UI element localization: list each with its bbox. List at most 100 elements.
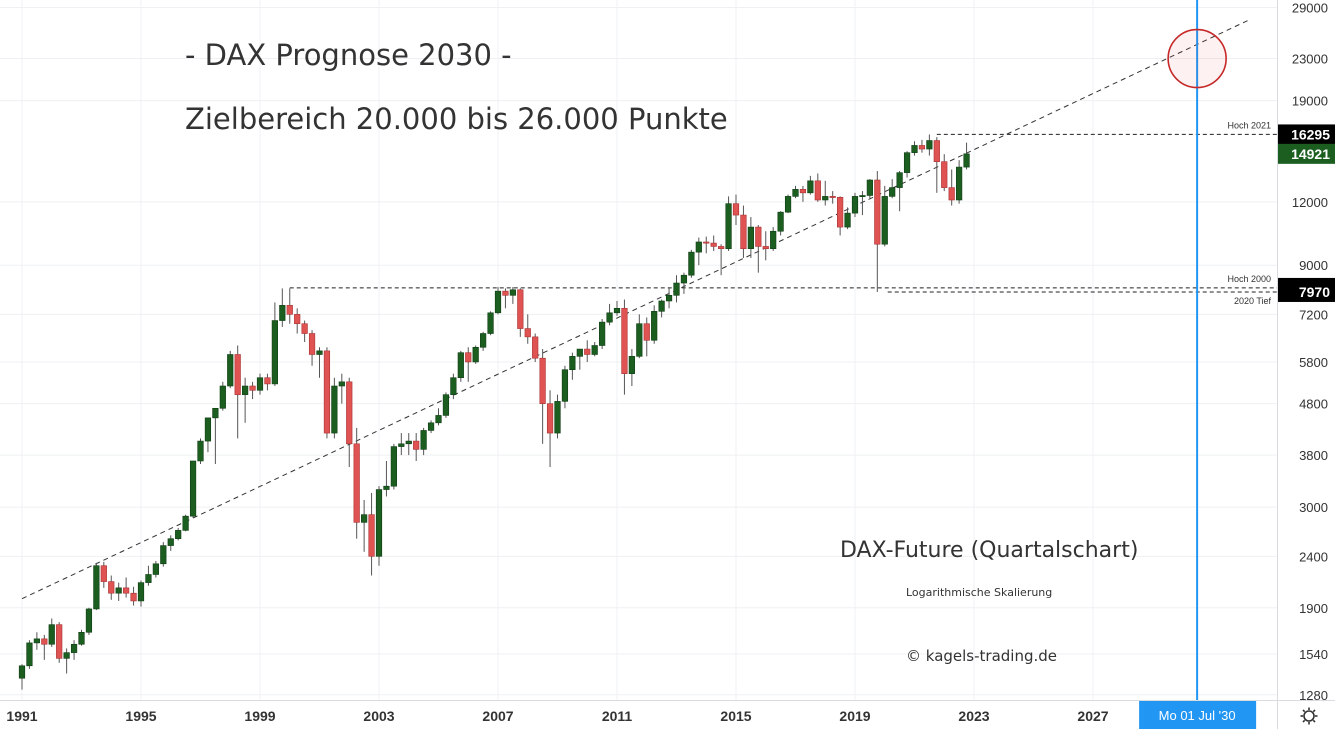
price-badge [1278,143,1335,164]
y-tick-label: 7200 [1299,307,1328,322]
candle-body [189,460,197,517]
candle-body [896,172,903,188]
crosshair-date-badge [1139,701,1257,729]
y-tick-label: 3000 [1299,500,1328,515]
candle-body [814,180,821,201]
level-note: 2020 Tief [1234,296,1272,306]
candle-body [539,357,546,404]
crosshair-date-label: Mo 01 Jul '30 [1159,708,1236,723]
candle-body [874,179,881,245]
candle-body [427,422,435,431]
candle-body [784,196,792,213]
candle-body [375,489,383,557]
candle-body [78,631,85,645]
candle-body [628,356,635,374]
candle-body [219,385,226,409]
candle-body [509,289,516,296]
x-tick-label: 2007 [482,708,513,724]
candle-body [63,652,70,659]
candle-body [740,214,747,249]
scale-note: Logarithmische Skalierung [906,586,1052,599]
candle-body [710,242,717,247]
candle-body [212,407,219,419]
settings-gear-icon[interactable] [1300,707,1318,725]
candle-body [137,582,145,602]
x-tick-label: 2003 [363,708,394,724]
x-tick-label: 2023 [958,708,989,724]
candle-body [294,314,301,325]
candle-body [368,514,375,557]
candle-body [933,140,940,162]
candle-body [256,377,264,391]
candle-body [524,328,531,338]
candle-body [956,166,963,201]
candle-body [948,187,955,201]
level-note: Hoch 2000 [1227,274,1271,284]
trendline-group [21,18,1251,600]
candle-body [130,592,137,602]
price-badge [1278,281,1335,302]
candle-body [286,305,293,315]
candle-body [167,538,174,546]
candle-body [502,290,509,296]
candle-body [799,189,807,194]
candle-body [517,289,524,329]
candle-body [718,246,725,249]
candle-body [561,369,569,402]
x-axis[interactable]: 1991 1995 1999 2003 2007 2011 2015 2019 2023 2027 [6,708,1108,724]
candle-body [271,320,278,385]
candle-body [152,563,159,575]
candle-body [613,308,621,314]
candle-body [279,305,286,321]
candle-body [93,565,100,610]
y-tick-label: 2400 [1299,549,1328,564]
candle-body [420,430,427,450]
chart-label: DAX-Future (Quartalschart) [840,538,1138,563]
candle-body [584,348,591,355]
candle-body [725,203,732,249]
candle-body [859,195,866,197]
candle-body [346,381,353,445]
candle-body [941,161,948,188]
candle-body [227,354,234,387]
candle-body [450,377,457,395]
candle-body [115,587,122,594]
candle-body [546,403,554,434]
candle-body [665,295,673,302]
candle-body [747,226,754,249]
candle-body [472,346,479,363]
candles [18,134,970,690]
candle-body [673,282,680,296]
candle-body [108,581,115,594]
y-tick-label: 3800 [1299,448,1328,463]
candle-body [851,196,859,214]
candle-body [242,385,249,395]
candle-body [353,443,360,523]
candle-body [643,323,650,341]
candle-body [480,333,487,348]
candle-body [41,638,48,645]
x-tick-label: 2019 [839,708,870,724]
candle-body [792,189,799,197]
candle-body [866,179,873,196]
y-axis[interactable]: 1280 1540 1900 2400 3000 3800 4800 5800 7200 9000… [1292,0,1328,702]
candle-body [234,354,241,395]
candle-body [844,212,851,228]
y-tick-label: 1540 [1299,647,1328,662]
candle-body [807,180,814,194]
y-tick-label: 12000 [1292,195,1328,210]
y-tick-label: 4800 [1299,397,1328,412]
candle-body [963,153,970,168]
overlay [1167,0,1227,700]
chart-subtitle: Zielbereich 20.000 bis 26.000 Punkte [185,102,728,136]
candle-body [85,608,93,633]
candle-body [777,211,784,232]
candle-body [658,300,665,312]
candle-body [822,196,829,201]
candle-body [770,230,777,249]
y-tick-label: 1900 [1299,601,1328,616]
candle-body [398,443,405,447]
horizontal-levels [289,133,1277,293]
candle-body [606,312,613,323]
